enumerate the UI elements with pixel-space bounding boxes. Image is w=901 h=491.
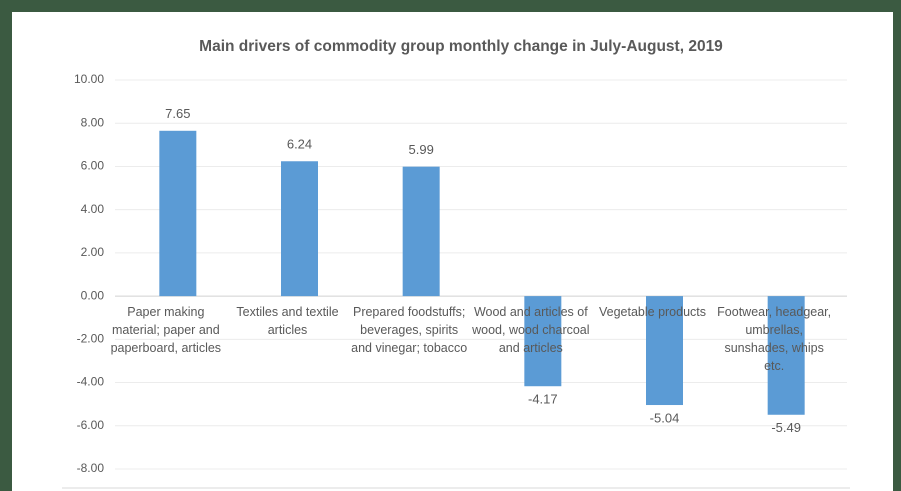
bar xyxy=(281,161,318,297)
bar xyxy=(159,130,197,297)
y-tick-label: 2.00 xyxy=(81,245,105,259)
x-tick-label: Vegetable products xyxy=(598,305,707,320)
x-tick-label: Wood and articles of wood, wood charcoal… xyxy=(472,305,590,356)
y-tick-label: 4.00 xyxy=(81,202,105,216)
x-tick-label: Paper making material; paper and paperbo… xyxy=(110,305,222,356)
bar xyxy=(767,296,805,415)
y-tick-label: -8.00 xyxy=(77,461,105,475)
x-tick-label: Textiles and textile articles xyxy=(236,305,339,338)
x-tick-label: Footwear, headgear, umbrellas, sunshades… xyxy=(717,305,832,374)
y-tick-label: 6.00 xyxy=(81,159,105,173)
y-tick-label: 10.00 xyxy=(74,72,104,86)
data-label: 7.65 xyxy=(165,106,190,121)
chart-title: Main drivers of commodity group monthly … xyxy=(199,38,723,55)
x-tick-label: Prepared foodstuffs; beverages, spirits … xyxy=(351,305,468,356)
bar xyxy=(524,296,562,387)
y-tick-label: -4.00 xyxy=(77,375,105,389)
data-label: -4.17 xyxy=(528,392,558,407)
y-tick-label: -6.00 xyxy=(77,418,105,432)
data-label: 6.24 xyxy=(287,137,312,152)
bar xyxy=(646,296,683,406)
data-label: -5.49 xyxy=(771,420,801,435)
y-tick-label: -2.00 xyxy=(77,332,105,346)
data-label: 5.99 xyxy=(409,142,434,157)
y-tick-label: 0.00 xyxy=(81,288,105,302)
data-label: -5.04 xyxy=(650,410,680,425)
bar xyxy=(402,166,440,297)
y-tick-label: 8.00 xyxy=(81,115,105,129)
